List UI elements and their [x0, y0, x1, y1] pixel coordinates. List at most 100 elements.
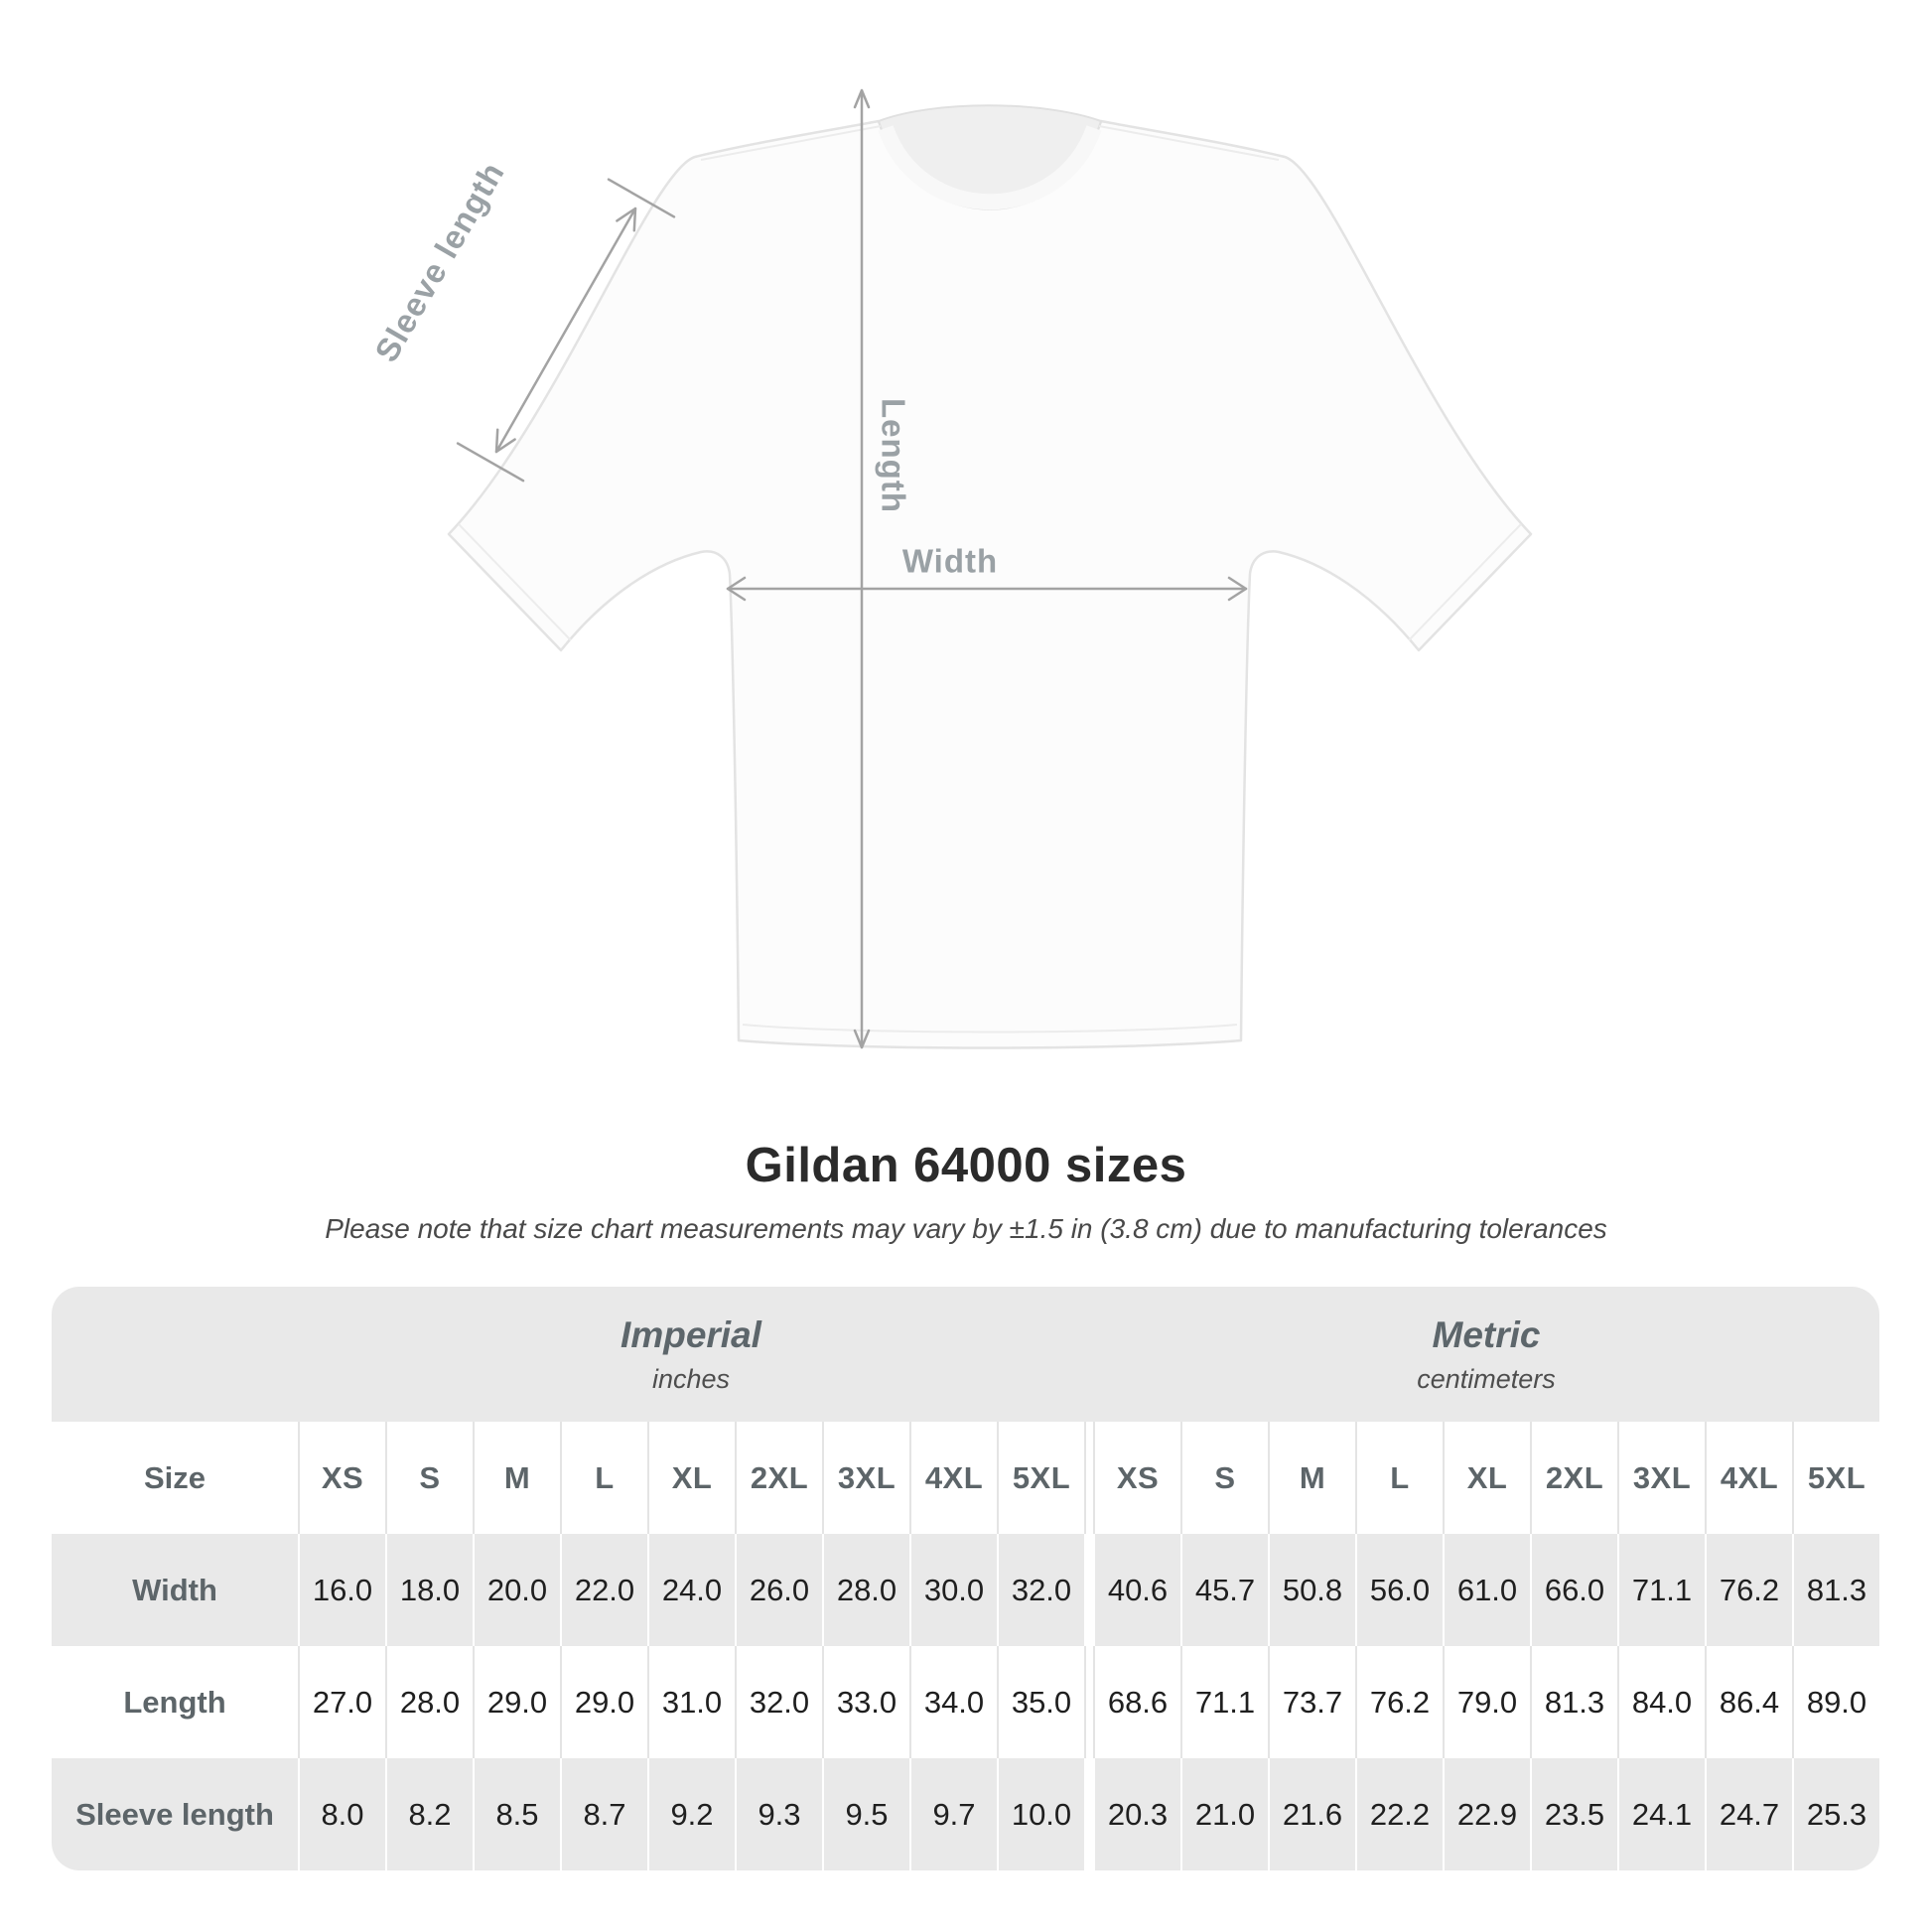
size-value-cell: 8.2: [385, 1758, 473, 1870]
size-col-header: 3XL: [822, 1422, 909, 1534]
size-value-cell: 86.4: [1705, 1646, 1792, 1758]
width-label: Width: [902, 543, 998, 580]
group-divider: [1084, 1534, 1093, 1646]
row-label: Sleeve length: [52, 1758, 298, 1870]
imperial-group-header: Imperial inches: [298, 1287, 1084, 1422]
size-value-cell: 89.0: [1792, 1646, 1879, 1758]
size-value-cell: 8.7: [560, 1758, 647, 1870]
tshirt-graphic: [447, 104, 1533, 1049]
size-value-cell: 27.0: [298, 1646, 385, 1758]
size-col-header: XS: [1093, 1422, 1180, 1534]
seam-lines: [458, 125, 1522, 1034]
row-label: Length: [52, 1646, 298, 1758]
size-col-header: 2XL: [1530, 1422, 1617, 1534]
size-value-cell: 71.1: [1617, 1534, 1705, 1646]
size-value-cell: 73.7: [1268, 1646, 1355, 1758]
table-body: Width 16.0 18.0 20.0 22.0 24.0 26.0 28.0 30.0 32.…: [52, 1534, 1879, 1870]
size-value-cell: 81.3: [1792, 1534, 1879, 1646]
sleeve-length-arrow: [456, 178, 676, 483]
size-value-cell: 24.1: [1617, 1758, 1705, 1870]
size-value-cell: 30.0: [909, 1534, 997, 1646]
size-value-cell: 20.3: [1093, 1758, 1180, 1870]
group-divider: [1084, 1646, 1093, 1758]
size-value-cell: 66.0: [1530, 1534, 1617, 1646]
table-size-header-row: Size XS S M L XL 2XL 3XL 4XL 5XL XS S M L XL 2XL 3XL 4XL 5…: [52, 1422, 1879, 1534]
size-value-cell: 32.0: [735, 1646, 822, 1758]
size-value-cell: 9.2: [647, 1758, 735, 1870]
size-col-header: 5XL: [1792, 1422, 1879, 1534]
length-label: Length: [875, 398, 911, 513]
size-col-header: L: [1355, 1422, 1443, 1534]
group-divider: [1084, 1422, 1093, 1534]
size-value-cell: 34.0: [909, 1646, 997, 1758]
size-value-cell: 22.2: [1355, 1758, 1443, 1870]
heading-block: Gildan 64000 sizes Please note that size…: [0, 1138, 1932, 1245]
size-col-header: S: [385, 1422, 473, 1534]
table-row: Length 27.0 28.0 29.0 29.0 31.0 32.0 33.0 34.0 35…: [52, 1646, 1879, 1758]
size-value-cell: 40.6: [1093, 1534, 1180, 1646]
group-divider: [1084, 1758, 1093, 1870]
row-label: Width: [52, 1534, 298, 1646]
page-title: Gildan 64000 sizes: [745, 1139, 1187, 1192]
size-value-cell: 25.3: [1792, 1758, 1879, 1870]
metric-unit-label: centimeters: [1417, 1363, 1556, 1394]
size-value-cell: 81.3: [1530, 1646, 1617, 1758]
size-col-header: 4XL: [1705, 1422, 1792, 1534]
metric-label: Metric: [1432, 1313, 1541, 1355]
size-col-header: 5XL: [997, 1422, 1084, 1534]
width-arrow: [726, 576, 1248, 602]
size-value-cell: 71.1: [1180, 1646, 1268, 1758]
size-col-header: M: [473, 1422, 560, 1534]
size-value-cell: 61.0: [1443, 1534, 1530, 1646]
size-value-cell: 22.9: [1443, 1758, 1530, 1870]
size-value-cell: 18.0: [385, 1534, 473, 1646]
size-value-cell: 21.6: [1268, 1758, 1355, 1870]
tolerance-note: Please note that size chart measurements…: [325, 1213, 1607, 1244]
size-value-cell: 84.0: [1617, 1646, 1705, 1758]
size-value-cell: 29.0: [473, 1646, 560, 1758]
size-col-header: XL: [1443, 1422, 1530, 1534]
size-col-header: 4XL: [909, 1422, 997, 1534]
size-value-cell: 26.0: [735, 1534, 822, 1646]
size-value-cell: 33.0: [822, 1646, 909, 1758]
size-col-header: M: [1268, 1422, 1355, 1534]
size-col-header: XL: [647, 1422, 735, 1534]
size-value-cell: 9.7: [909, 1758, 997, 1870]
table-row: Sleeve length 8.0 8.2 8.5 8.7 9.2 9.3 9.5 9.7 10.…: [52, 1758, 1879, 1870]
imperial-label: Imperial: [621, 1313, 761, 1355]
size-value-cell: 32.0: [997, 1534, 1084, 1646]
size-table: Imperial inches Metric centimeters Size X…: [52, 1287, 1879, 1870]
size-value-cell: 35.0: [997, 1646, 1084, 1758]
table-row: Width 16.0 18.0 20.0 22.0 24.0 26.0 28.0 30.0 32.…: [52, 1534, 1879, 1646]
size-value-cell: 23.5: [1530, 1758, 1617, 1870]
size-value-cell: 79.0: [1443, 1646, 1530, 1758]
size-value-cell: 50.8: [1268, 1534, 1355, 1646]
size-col-header: XS: [298, 1422, 385, 1534]
sleeve-length-label: Sleeve length: [367, 156, 511, 368]
size-value-cell: 45.7: [1180, 1534, 1268, 1646]
size-value-cell: 22.0: [560, 1534, 647, 1646]
size-value-cell: 68.6: [1093, 1646, 1180, 1758]
size-value-cell: 24.7: [1705, 1758, 1792, 1870]
size-value-cell: 9.5: [822, 1758, 909, 1870]
size-value-cell: 31.0: [647, 1646, 735, 1758]
size-value-cell: 76.2: [1705, 1534, 1792, 1646]
size-value-cell: 8.5: [473, 1758, 560, 1870]
tshirt-size-diagram: Sleeve length Length Width: [367, 88, 1533, 1049]
size-col-header: L: [560, 1422, 647, 1534]
size-value-cell: 76.2: [1355, 1646, 1443, 1758]
metric-group-header: Metric centimeters: [1093, 1287, 1879, 1422]
length-arrow: [853, 88, 871, 1049]
size-col-header: 2XL: [735, 1422, 822, 1534]
size-value-cell: 8.0: [298, 1758, 385, 1870]
size-value-cell: 20.0: [473, 1534, 560, 1646]
size-value-cell: 16.0: [298, 1534, 385, 1646]
size-value-cell: 29.0: [560, 1646, 647, 1758]
size-value-cell: 28.0: [822, 1534, 909, 1646]
size-value-cell: 56.0: [1355, 1534, 1443, 1646]
size-value-cell: 21.0: [1180, 1758, 1268, 1870]
size-col-header: S: [1180, 1422, 1268, 1534]
size-value-cell: 10.0: [997, 1758, 1084, 1870]
size-value-cell: 24.0: [647, 1534, 735, 1646]
